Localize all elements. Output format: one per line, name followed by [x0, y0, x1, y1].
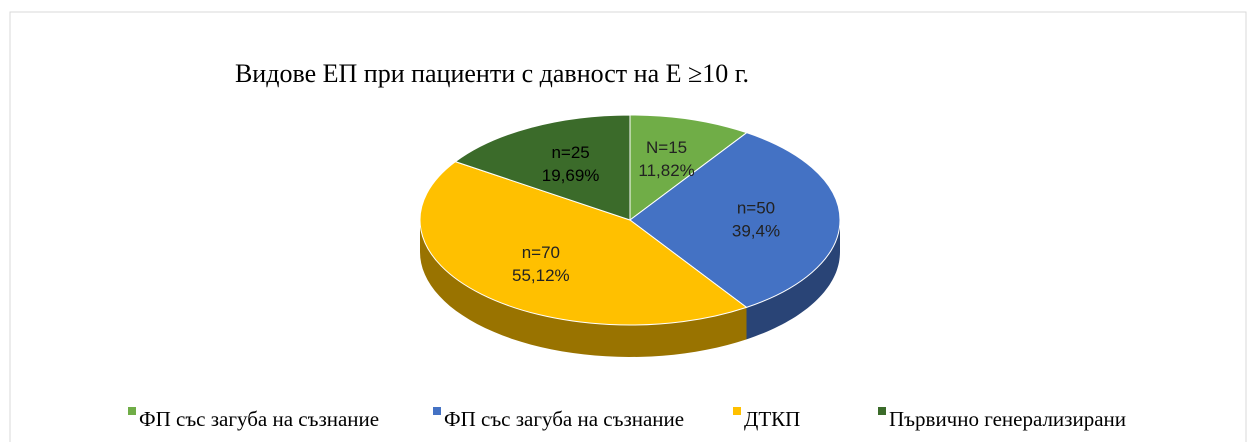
pie-slice — [629, 114, 748, 221]
pie-slice — [629, 132, 841, 308]
data-label-count: n=50 — [737, 199, 775, 218]
legend-label: ФП със загуба на съзнание — [139, 407, 379, 431]
slice-side — [746, 220, 840, 340]
chart-title: Видове ЕП при пациенти с давност на Е ≥1… — [235, 59, 749, 88]
legend-label: Първично генерализирани — [889, 407, 1126, 431]
pie-slice — [454, 114, 631, 221]
legend-label: ДТКП — [744, 407, 800, 431]
data-label-count: N=15 — [646, 138, 687, 157]
data-label-count: n=25 — [551, 143, 589, 162]
data-label-count: n=70 — [522, 243, 560, 262]
legend-swatch — [878, 407, 886, 415]
slice-side — [420, 220, 747, 357]
data-label: 55,12% — [512, 266, 570, 285]
data-label: 11,82% — [638, 161, 694, 180]
legend-swatch — [128, 407, 136, 415]
legend-swatch — [433, 407, 441, 415]
data-label: 19,69% — [542, 166, 600, 185]
legend-label: ФП със загуба на съзнание — [444, 407, 684, 431]
legend-swatch — [733, 407, 741, 415]
pie-slice — [419, 161, 748, 326]
data-label: 39,4% — [732, 222, 780, 241]
